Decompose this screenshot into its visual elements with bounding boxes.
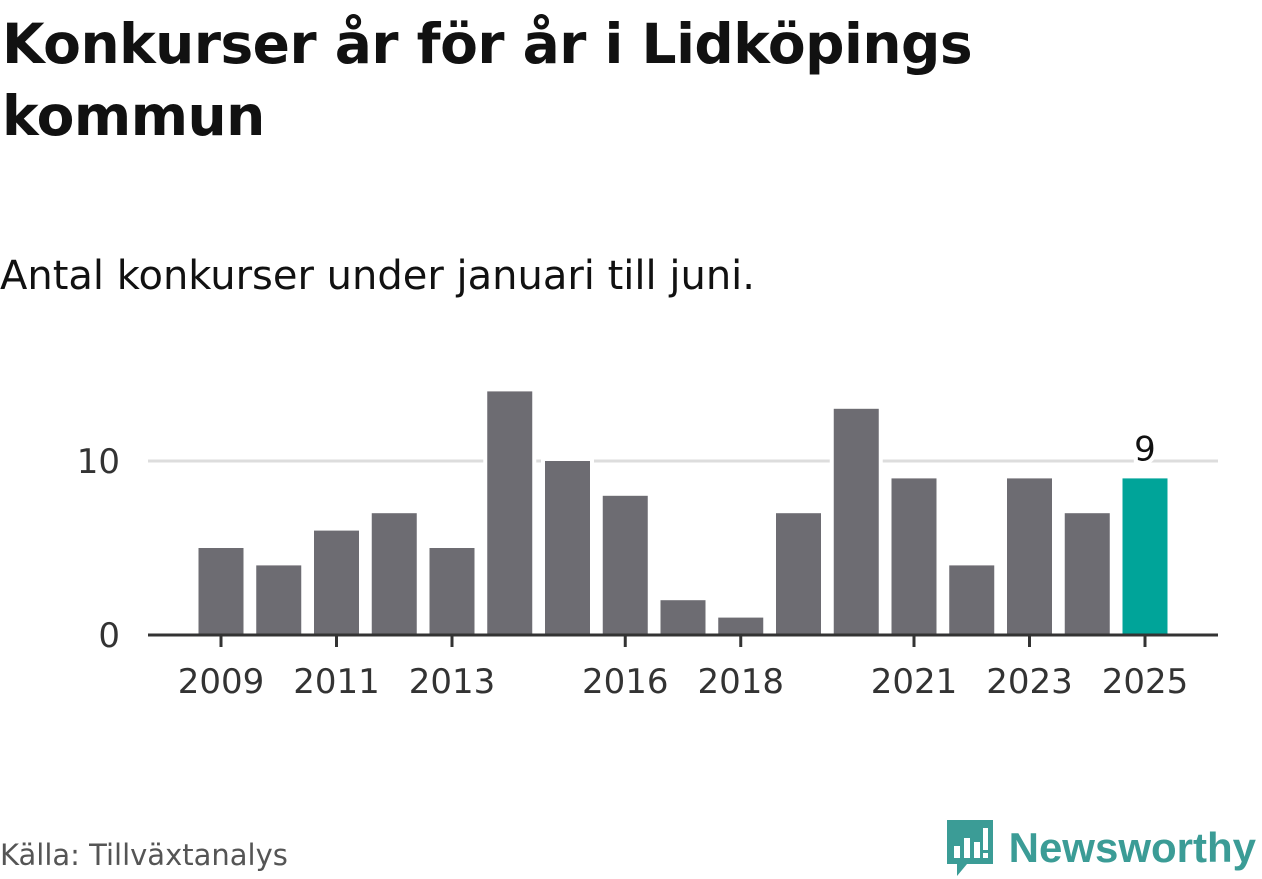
x-tick-label: 2016	[582, 662, 669, 702]
x-tick-label: 2011	[293, 662, 380, 702]
x-tick-label: 2013	[409, 662, 496, 702]
bar-2025	[1122, 478, 1168, 635]
bar-2016	[602, 495, 648, 635]
bar-2018	[718, 617, 764, 635]
x-tick-label: 2025	[1102, 662, 1189, 702]
bar-2022	[949, 565, 995, 635]
newsworthy-logo-icon	[946, 820, 993, 876]
x-tick-label: 2018	[697, 662, 784, 702]
bars	[194, 387, 1172, 635]
x-tick-label: 2009	[178, 662, 265, 702]
labels: 0 10 2009 2011 2013 2016 2018 2021 2023 2025 9	[77, 425, 1189, 702]
x-tick-label: 2021	[871, 662, 958, 702]
bar-2014	[487, 391, 533, 635]
bar-2024	[1064, 513, 1110, 635]
bar-2023	[1007, 478, 1052, 635]
bar-2021	[891, 478, 937, 635]
brand-name: Newsworthy	[1008, 824, 1256, 871]
data-label-2025: 9	[1134, 429, 1156, 469]
chart-title: Konkurser år för år i Lidköpings kommun	[2, 12, 973, 148]
bar-2011	[314, 530, 359, 635]
bar-2015	[545, 461, 590, 635]
bar-2009	[198, 548, 244, 635]
bar-2019	[776, 513, 821, 635]
bar-2020	[833, 408, 879, 635]
axes	[148, 633, 1218, 647]
source-note: Källa: Tillväxtanalys	[0, 838, 288, 872]
brand-logo: Newsworthy	[945, 818, 1256, 878]
bar-2012	[371, 513, 417, 635]
chart-subtitle: Antal konkurser under januari till juni.	[0, 253, 755, 299]
y-tick-label: 10	[77, 442, 120, 482]
bar-2017	[660, 600, 706, 635]
x-tick-label: 2023	[986, 662, 1073, 702]
bar-2010	[256, 565, 302, 635]
y-tick-label: 0	[98, 616, 120, 656]
bar-2013	[429, 548, 475, 635]
